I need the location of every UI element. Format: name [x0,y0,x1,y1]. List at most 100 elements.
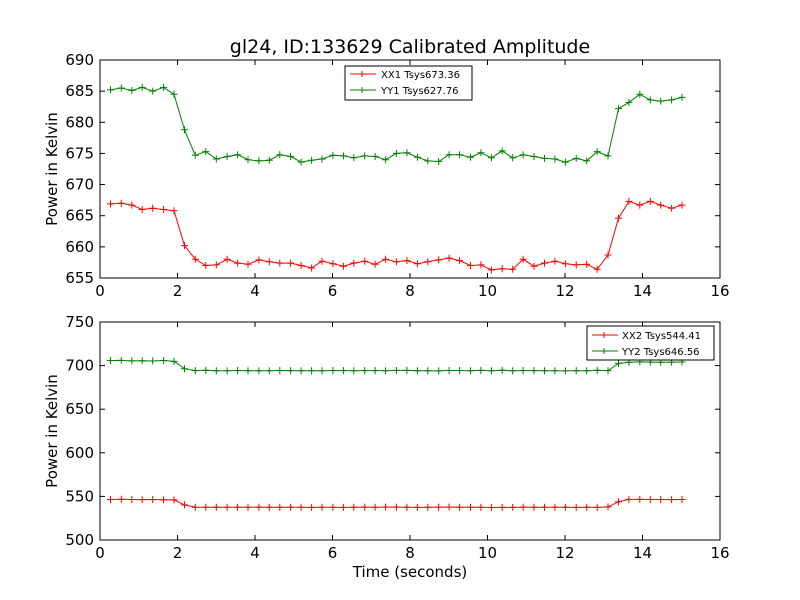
chart-1-y-tick-label: 685 [65,82,94,100]
chart-2-series-1-point [255,503,263,511]
chart-1-series-1-point [604,251,612,259]
chart-2-x-tick-label: 0 [95,544,105,562]
chart-1-series-2-point [668,96,676,104]
chart-1-series-layer [107,83,686,274]
chart-1-series-1-point [477,261,485,269]
chart-1-series-2-point [170,90,178,98]
chart-2-series-2-point [128,357,136,365]
chart-2-legend-marker-xx2 [601,332,607,338]
chart-1-series-2-point [361,152,369,160]
chart-2-series-1-point [234,503,242,511]
chart-2-series-1-point [456,503,464,511]
chart-2-series-2-point [583,367,591,375]
chart-2-y-axis-label: Power in Kelvin [43,374,61,488]
chart-1-y-tick-label: 660 [65,238,94,256]
chart-1-series-1-point [181,242,188,250]
chart-2-legend-marker-yy2 [601,348,607,354]
chart-1-y-tick-label: 680 [65,113,94,131]
chart-1-series-2-point [646,96,654,104]
chart-2-series-1-point [561,503,569,511]
chart-2-series-1-point [297,503,305,511]
chart-1-series-1-point [117,199,125,207]
chart-1-series-1-point [646,197,654,205]
chart-2-series-2-point [371,367,379,375]
chart-2-series-1-point [477,503,485,511]
chart-2-x-tick-label: 4 [250,544,260,562]
chart-2-series-2-point [223,367,231,375]
chart-1-series-1-point [561,260,569,268]
chart-1-x-tick-label: 4 [250,282,260,300]
chart-1-series-1-point [223,255,231,263]
chart-1-x-tick-label: 6 [328,282,338,300]
chart-1-x-tick-label: 8 [405,282,415,300]
chart-2-series-1-point [530,503,538,511]
chart-2-series-2-point [308,367,316,375]
chart-1-series-2-point [541,154,548,162]
chart-1-series-2-point [255,157,263,165]
chart-2-series-2-point [467,367,474,375]
chart-1-series-2-point [149,87,157,95]
chart-2-series-2-point [181,365,188,373]
chart-2-series-2-point [329,367,337,374]
chart-2-series-2-point [456,367,464,374]
chart-1-x-tick-label: 12 [555,282,574,300]
chart-1-y-tick-label: 690 [65,51,94,69]
chart-2-series-1-point [392,503,400,511]
chart-1-series-2-point [615,105,622,113]
chart-1-legend: XX1 Tsys673.36 YY1 Tsys627.76 [344,65,473,101]
chart-2-series-2-point [519,367,527,374]
chart-1-series-2-point [392,149,400,157]
chart-2-series-1-point [265,503,273,511]
chart-2-series-2-point [424,367,432,375]
chart-2-series-1-point [170,496,178,504]
chart-1-series-1-point [593,265,601,273]
chart-1-series-1-point [583,260,591,268]
chart-1-series-1-point [467,262,474,269]
chart-1-series-2-point [498,147,506,155]
chart-2-series-1-point [445,503,453,511]
chart-1-series-1-point [138,206,146,213]
chart-2-series-2-point [265,367,273,375]
chart-2-series-2-point [339,367,347,375]
chart-2-series-1-point [615,498,622,506]
chart-2-series-1-point [308,503,316,511]
chart-1-series-2-point [593,148,601,156]
chart-2-series-2-point [551,367,559,375]
chart-2-series-1-point [339,503,347,511]
chart-2-series-1-point [487,504,495,511]
chart-2-series-2-point [202,366,210,374]
chart-1-series-1-point [572,261,580,269]
chart-2-ticks-layer: 0 2 4 6 8 10 12 14 16 500 550 600 650 700 750 [65,313,729,562]
chart-1-legend-label-yy1: YY1 Tsys627.76 [380,86,459,97]
chart-2-series-1-point [160,496,168,504]
chart-2-series-1-point [149,496,157,503]
chart-1-series-1-point [361,257,369,265]
chart-1-series-1-point [519,255,527,263]
chart-2-series-2-point [234,367,242,374]
chart-1-series-2-point [572,154,580,162]
chart-2-series-1-point [636,495,644,503]
chart-2-series-1-point [361,503,369,511]
chart-1-series-2-point [297,158,305,166]
chart-1-y-tick-label: 655 [65,269,94,287]
chart-1-y-tick-label: 670 [65,176,94,194]
chart-1-series-2-point [435,158,443,165]
chart-1-series-2-point [403,149,411,157]
chart-2-series-1-point [202,503,210,511]
chart-2-series-2-point [572,367,580,375]
chart-1-series-1-point [541,259,548,267]
chart-2-series-1-point [604,503,612,511]
chart-2-series-2-point [392,366,400,374]
chart-2-x-tick-label: 10 [478,544,497,562]
chart-1-series-2-point [128,87,136,94]
chart-2-series-1-point [350,503,358,511]
chart-2-series-1-point [329,503,337,511]
chart-1-series-1-point [202,262,210,269]
chart-2-series-1-point [625,495,633,503]
chart-2-series-2-point [149,357,157,365]
chart-1-series-2-point [329,151,337,159]
chart-2-series-2-point [435,367,443,375]
chart-1-series-1-point [403,257,411,265]
chart-1-series-1-point [551,257,559,265]
chart-1-legend-box [344,65,473,101]
